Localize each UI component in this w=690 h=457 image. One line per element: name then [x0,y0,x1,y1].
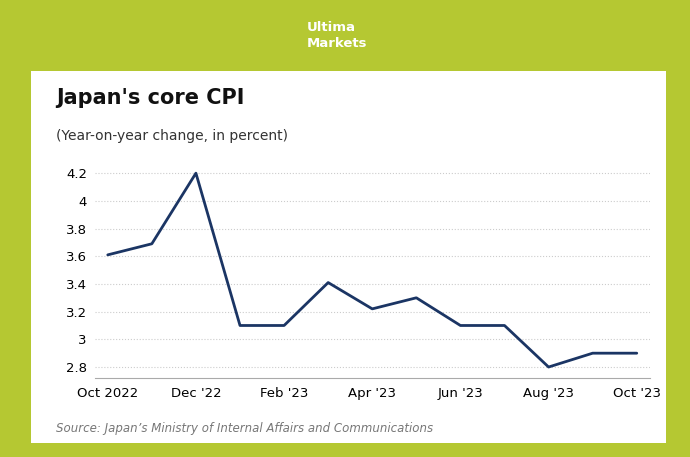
Bar [284,23,296,48]
Text: Ultima
Markets: Ultima Markets [306,21,367,50]
Text: Japan's core CPI: Japan's core CPI [57,88,245,107]
Text: Source: Japan’s Ministry of Internal Affairs and Communications: Source: Japan’s Ministry of Internal Aff… [57,422,433,435]
Bar [266,16,278,55]
Text: (Year-on-year change, in percent): (Year-on-year change, in percent) [57,128,288,143]
